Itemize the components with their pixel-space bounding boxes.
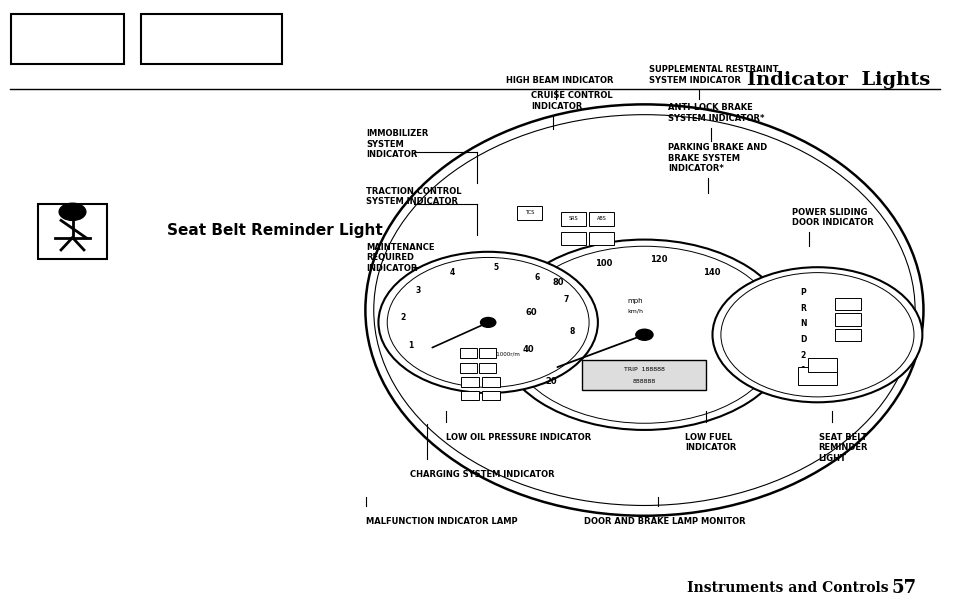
Text: IMMOBILIZER
SYSTEM
INDICATOR: IMMOBILIZER SYSTEM INDICATOR xyxy=(366,130,428,159)
Circle shape xyxy=(720,273,913,397)
Bar xyxy=(478,363,496,373)
Text: TRACTION CONTROL
SYSTEM INDICATOR: TRACTION CONTROL SYSTEM INDICATOR xyxy=(366,187,461,206)
Bar xyxy=(560,212,585,226)
Text: 888888: 888888 xyxy=(632,379,656,384)
Text: Indicator  Lights: Indicator Lights xyxy=(746,71,929,89)
Text: 100: 100 xyxy=(595,258,612,268)
Bar xyxy=(834,328,861,341)
Text: 4: 4 xyxy=(449,268,455,277)
Circle shape xyxy=(378,252,598,393)
Text: ANTI-LOCK BRAKE
SYSTEM INDICATOR*: ANTI-LOCK BRAKE SYSTEM INDICATOR* xyxy=(667,103,763,123)
Text: MALFUNCTION INDICATOR LAMP: MALFUNCTION INDICATOR LAMP xyxy=(366,517,517,526)
Text: 8: 8 xyxy=(569,327,575,336)
Ellipse shape xyxy=(374,115,914,505)
Bar xyxy=(11,14,124,64)
Text: mph: mph xyxy=(626,298,642,304)
Bar xyxy=(581,360,705,390)
Bar xyxy=(38,204,107,259)
Bar xyxy=(482,391,499,400)
Bar xyxy=(589,212,614,226)
Text: 3: 3 xyxy=(415,286,420,295)
Text: Instruments and Controls: Instruments and Controls xyxy=(686,581,887,595)
Bar xyxy=(461,377,478,387)
Circle shape xyxy=(635,329,652,340)
Text: 20: 20 xyxy=(545,377,557,386)
Bar xyxy=(461,391,478,400)
Bar xyxy=(807,359,836,372)
Text: D: D xyxy=(800,335,805,344)
Text: x1000r/m: x1000r/m xyxy=(494,352,520,357)
Text: N: N xyxy=(799,319,805,328)
Bar xyxy=(834,313,861,325)
Text: SRS: SRS xyxy=(568,217,578,222)
Text: 2: 2 xyxy=(800,351,805,360)
Text: km/h: km/h xyxy=(626,309,642,314)
Text: 1: 1 xyxy=(408,341,413,350)
Text: CRUISE CONTROL
INDICATOR: CRUISE CONTROL INDICATOR xyxy=(531,91,613,111)
Circle shape xyxy=(387,257,589,387)
Text: HIGH BEAM INDICATOR: HIGH BEAM INDICATOR xyxy=(505,76,613,85)
Bar xyxy=(141,14,282,64)
Bar xyxy=(459,363,476,373)
Bar xyxy=(517,206,541,220)
Text: 120: 120 xyxy=(649,255,667,263)
Text: SEAT BELT
REMINDER
LIGHT: SEAT BELT REMINDER LIGHT xyxy=(818,433,867,463)
Text: 140: 140 xyxy=(702,268,720,277)
Text: TCS: TCS xyxy=(524,211,534,216)
Text: R: R xyxy=(800,304,805,313)
Bar xyxy=(798,367,836,386)
Text: 7: 7 xyxy=(562,295,568,304)
Text: PARKING BRAKE AND
BRAKE SYSTEM
INDICATOR*: PARKING BRAKE AND BRAKE SYSTEM INDICATOR… xyxy=(667,143,766,173)
Text: TRIP  188888: TRIP 188888 xyxy=(623,367,664,373)
Text: P: P xyxy=(800,289,805,297)
Circle shape xyxy=(59,203,86,220)
Circle shape xyxy=(480,317,496,327)
Circle shape xyxy=(496,239,791,430)
Text: 60: 60 xyxy=(525,308,537,317)
Text: 5: 5 xyxy=(493,263,497,272)
Text: SUPPLEMENTAL RESTRAINT
SYSTEM INDICATOR: SUPPLEMENTAL RESTRAINT SYSTEM INDICATOR xyxy=(648,65,778,85)
Text: CHARGING SYSTEM INDICATOR: CHARGING SYSTEM INDICATOR xyxy=(410,470,555,479)
Text: LOW OIL PRESSURE INDICATOR: LOW OIL PRESSURE INDICATOR xyxy=(446,433,591,442)
Circle shape xyxy=(712,267,922,402)
Bar xyxy=(834,298,861,310)
Ellipse shape xyxy=(365,104,923,516)
Text: 2: 2 xyxy=(400,313,405,322)
Text: LOW FUEL
INDICATOR: LOW FUEL INDICATOR xyxy=(684,433,736,453)
Text: 80: 80 xyxy=(552,278,563,287)
Bar xyxy=(589,232,614,246)
Text: 57: 57 xyxy=(891,579,916,597)
Text: MAINTENANCE
REQUIRED
INDICATOR: MAINTENANCE REQUIRED INDICATOR xyxy=(366,243,435,273)
Text: 6: 6 xyxy=(534,273,539,282)
Text: DOOR AND BRAKE LAMP MONITOR: DOOR AND BRAKE LAMP MONITOR xyxy=(583,517,744,526)
Bar xyxy=(459,348,476,358)
Circle shape xyxy=(506,246,781,423)
Text: 40: 40 xyxy=(522,345,534,354)
Text: ABS: ABS xyxy=(597,217,606,222)
Bar xyxy=(482,377,499,387)
Text: POWER SLIDING
DOOR INDICATOR: POWER SLIDING DOOR INDICATOR xyxy=(791,208,873,227)
Bar xyxy=(560,232,585,246)
Text: 1: 1 xyxy=(800,366,805,375)
Text: Seat Belt Reminder Light: Seat Belt Reminder Light xyxy=(167,223,382,238)
Bar xyxy=(478,348,496,358)
